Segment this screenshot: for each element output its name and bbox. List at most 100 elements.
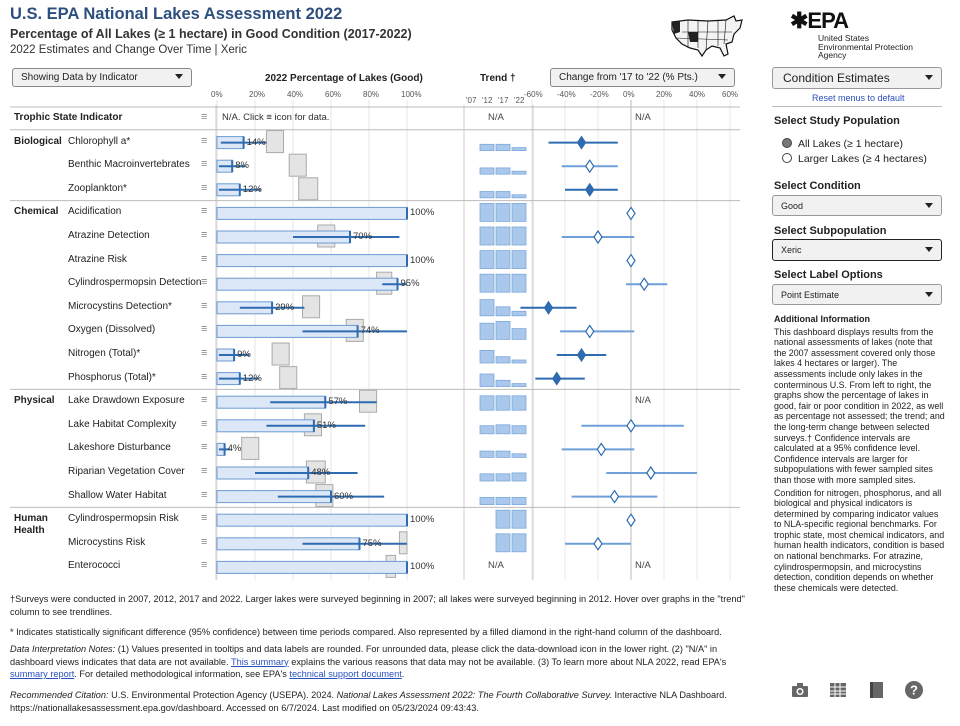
table-icon[interactable] — [828, 680, 848, 700]
footnote-citation: Recommended Citation: U.S. Environmental… — [10, 690, 727, 713]
change-tick-label: -60% — [524, 90, 543, 99]
radio-larger-lakes[interactable]: Larger Lakes (≥ 4 hectares) — [782, 153, 927, 165]
condition-estimates-dropdown[interactable]: Condition Estimates — [772, 67, 942, 89]
view-select-dropdown[interactable]: Showing Data by Indicator — [12, 68, 192, 87]
epa-logo-mark: ✱EPA — [790, 8, 849, 33]
trend-bar — [479, 250, 495, 270]
trend-bar — [495, 143, 511, 152]
change-diamond — [593, 536, 603, 551]
trend-bar — [479, 473, 495, 482]
data-table-icon[interactable]: ≡ — [201, 134, 208, 147]
reset-menus-link[interactable]: Reset menus to default — [812, 93, 905, 103]
data-label: 60% — [334, 490, 354, 502]
trend-bar — [495, 496, 511, 505]
camera-icon[interactable] — [790, 680, 810, 700]
data-table-icon[interactable]: ≡ — [201, 394, 208, 407]
change-diamond — [626, 513, 636, 528]
book-icon[interactable] — [866, 680, 886, 700]
divider — [772, 106, 942, 107]
summary-report-link[interactable]: summary report — [10, 669, 75, 679]
reference-box — [288, 153, 307, 177]
change-select-dropdown[interactable]: Change from '17 to '22 (% Pts.) — [550, 68, 735, 87]
change-tick-label: 60% — [722, 90, 739, 99]
epa-logo-text: United States Environmental Protection Age… — [818, 33, 913, 60]
data-label: 75% — [362, 537, 382, 549]
chevron-down-icon — [175, 74, 183, 79]
change-diamond — [639, 277, 649, 292]
summary-link[interactable]: This summary — [230, 656, 289, 667]
data-table-icon[interactable]: ≡ — [201, 276, 208, 289]
trend-bar — [479, 226, 495, 246]
condition-dropdown[interactable]: Good — [772, 195, 942, 216]
percentage-bar — [216, 206, 408, 220]
indicator-label: Acidification — [68, 206, 122, 218]
change-diamond — [543, 300, 554, 315]
trend-tick-label: '17 — [498, 96, 509, 105]
trend-bar — [511, 170, 527, 175]
group-label-biological: Biological — [14, 135, 62, 147]
indicator-label: Oxygen (Dissolved) — [68, 324, 156, 336]
trend-bar — [495, 395, 511, 411]
trend-bar — [479, 143, 495, 152]
column-header-percentage: 2022 Percentage of Lakes (Good) — [265, 73, 423, 84]
data-table-icon[interactable]: ≡ — [201, 441, 208, 454]
technical-document-link[interactable]: technical support document — [289, 669, 402, 679]
data-table-icon[interactable]: ≡ — [201, 205, 208, 218]
data-table-icon[interactable]: ≡ — [201, 465, 208, 477]
data-table-icon[interactable]: ≡ — [201, 111, 208, 123]
trend-bar — [479, 349, 495, 364]
data-table-icon[interactable]: ≡ — [201, 559, 208, 572]
data-table-icon[interactable]: ≡ — [201, 370, 208, 383]
trend-bar — [479, 167, 495, 175]
data-table-icon[interactable]: ≡ — [201, 181, 208, 194]
data-table-icon[interactable]: ≡ — [201, 252, 208, 265]
trend-bar — [495, 250, 511, 270]
data-table-icon[interactable]: ≡ — [201, 512, 208, 525]
data-table-icon[interactable]: ≡ — [201, 323, 208, 336]
change-tick-label: 20% — [656, 90, 673, 99]
pct-tick-label: 80% — [363, 90, 380, 99]
data-table-icon[interactable]: ≡ — [201, 158, 208, 171]
trend-bar — [479, 322, 495, 340]
trend-bar — [511, 328, 527, 340]
data-table-icon[interactable]: ≡ — [201, 347, 208, 359]
svg-text:?: ? — [910, 683, 918, 698]
trend-bar — [479, 273, 495, 293]
data-label: 48% — [311, 467, 331, 478]
additional-information: Additional Information This dashboard di… — [774, 314, 945, 593]
data-label: 100% — [410, 254, 435, 266]
indicator-label: Lake Drawdown Exposure — [68, 395, 185, 407]
indicator-label: Shallow Water Habitat — [68, 489, 167, 501]
data-label: 100% — [410, 207, 435, 219]
change-diamond — [576, 135, 587, 150]
indicator-label: Benthic Macroinvertebrates — [68, 159, 190, 171]
percentage-bar — [216, 560, 408, 574]
data-table-icon[interactable]: ≡ — [201, 229, 208, 241]
data-table-icon[interactable]: ≡ — [201, 417, 208, 430]
change-diamond — [626, 206, 636, 221]
label-options-dropdown[interactable]: Point Estimate — [772, 284, 942, 305]
trend-bar — [511, 359, 527, 364]
chevron-down-icon — [925, 75, 933, 80]
page-subtitle: Percentage of All Lakes (≥ 1 hectare) in… — [10, 27, 412, 41]
indicator-label: Lake Habitat Complexity — [68, 418, 177, 430]
radio-all-lakes[interactable]: All Lakes (≥ 1 hectare) — [782, 138, 903, 150]
reference-box — [302, 295, 321, 319]
trend-bar — [495, 379, 511, 387]
trend-tick-label: '12 — [482, 96, 493, 105]
trend-bar — [479, 496, 495, 505]
pct-tick-label: 100% — [401, 90, 422, 99]
subpopulation-dropdown[interactable]: Xeric — [772, 239, 942, 261]
us-map-icon[interactable] — [668, 12, 746, 62]
chevron-down-icon — [925, 247, 933, 252]
data-table-icon[interactable]: ≡ — [201, 488, 208, 501]
help-icon[interactable]: ? — [904, 680, 924, 700]
change-diamond — [626, 253, 636, 268]
data-label: 8% — [235, 160, 249, 172]
reference-box — [265, 130, 284, 154]
change-diamond — [596, 442, 607, 457]
data-table-icon[interactable]: ≡ — [201, 299, 208, 312]
data-label: 12% — [242, 372, 262, 384]
data-table-icon[interactable]: ≡ — [201, 535, 208, 548]
trend-bar — [511, 395, 527, 411]
